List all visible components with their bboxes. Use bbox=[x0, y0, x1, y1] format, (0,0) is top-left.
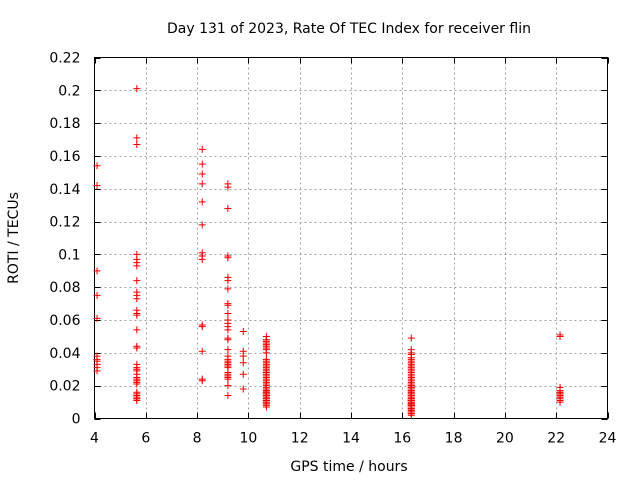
x-tick-label: 6 bbox=[141, 431, 150, 447]
data-point bbox=[93, 291, 101, 299]
y-tick-label: 0.04 bbox=[49, 346, 80, 362]
data-point bbox=[239, 328, 247, 336]
data-point bbox=[224, 204, 232, 212]
data-point bbox=[239, 352, 247, 360]
y-tick-label: 0.18 bbox=[49, 116, 80, 132]
data-point bbox=[407, 411, 415, 419]
y-tick-label: 0.2 bbox=[58, 83, 80, 99]
data-point bbox=[239, 359, 247, 367]
data-point bbox=[133, 311, 141, 319]
data-point bbox=[198, 160, 206, 168]
data-point bbox=[133, 85, 141, 93]
data-point bbox=[133, 134, 141, 142]
data-point bbox=[93, 181, 101, 189]
data-point bbox=[93, 267, 101, 275]
data-point bbox=[224, 277, 232, 285]
x-tick-label: 18 bbox=[445, 431, 463, 447]
data-point bbox=[556, 398, 564, 406]
y-tick-label: 0.16 bbox=[49, 149, 80, 165]
data-point bbox=[262, 349, 270, 357]
x-tick-label: 20 bbox=[496, 431, 514, 447]
data-point bbox=[133, 140, 141, 148]
x-tick-label: 24 bbox=[599, 431, 617, 447]
data-point bbox=[407, 334, 415, 342]
x-tick-label: 14 bbox=[342, 431, 360, 447]
x-tick-label: 8 bbox=[193, 431, 202, 447]
data-point bbox=[133, 380, 141, 388]
data-point bbox=[224, 309, 232, 317]
data-point bbox=[224, 375, 232, 383]
data-point bbox=[198, 198, 206, 206]
data-point bbox=[224, 326, 232, 334]
data-point bbox=[224, 301, 232, 309]
y-tick-label: 0.14 bbox=[49, 182, 80, 198]
data-point bbox=[224, 285, 232, 293]
y-tick-label: 0 bbox=[72, 412, 81, 428]
data-point bbox=[93, 367, 101, 375]
data-point bbox=[133, 344, 141, 352]
x-tick-label: 22 bbox=[547, 431, 565, 447]
data-point bbox=[198, 347, 206, 355]
data-point bbox=[133, 262, 141, 270]
y-tick-label: 0.1 bbox=[58, 247, 80, 263]
plot-frame bbox=[94, 57, 608, 419]
data-point bbox=[198, 323, 206, 331]
data-point bbox=[224, 346, 232, 354]
data-point bbox=[198, 255, 206, 263]
y-axis-title: ROTI / TECUs bbox=[6, 192, 22, 284]
data-point bbox=[133, 295, 141, 303]
grid-lines bbox=[94, 57, 608, 419]
data-point bbox=[224, 336, 232, 344]
x-tick-label: 12 bbox=[291, 431, 309, 447]
x-axis-title: GPS time / hours bbox=[290, 459, 407, 475]
data-point bbox=[262, 403, 270, 411]
y-tick-label: 0.12 bbox=[49, 215, 80, 231]
data-point bbox=[198, 180, 206, 188]
data-point bbox=[239, 370, 247, 378]
y-tick-label: 0.06 bbox=[49, 313, 80, 329]
data-point bbox=[198, 145, 206, 153]
y-tick-label: 0.08 bbox=[49, 280, 80, 296]
data-point bbox=[198, 170, 206, 178]
data-point bbox=[239, 385, 247, 393]
data-point bbox=[133, 396, 141, 404]
data-point bbox=[224, 392, 232, 400]
data-point bbox=[93, 162, 101, 170]
x-tick-label: 10 bbox=[239, 431, 257, 447]
data-point bbox=[198, 377, 206, 385]
data-point bbox=[556, 332, 564, 340]
chart-title: Day 131 of 2023, Rate Of TEC Index for r… bbox=[167, 21, 531, 37]
data-point bbox=[93, 314, 101, 322]
y-tick-label: 0.02 bbox=[49, 379, 80, 395]
x-tick-label: 16 bbox=[393, 431, 411, 447]
x-tick-label: 4 bbox=[90, 431, 99, 447]
axis-ticks bbox=[94, 57, 609, 420]
data-point bbox=[133, 277, 141, 285]
data-point bbox=[198, 221, 206, 229]
x-tick-labels: 4 6 8 10 12 14 16 18 20 22 24 bbox=[90, 431, 616, 447]
data-point bbox=[224, 183, 232, 191]
data-point bbox=[133, 326, 141, 334]
data-points bbox=[93, 85, 564, 419]
y-tick-label: 0.22 bbox=[49, 51, 80, 67]
data-point bbox=[224, 382, 232, 390]
y-tick-labels: 0 0.02 0.04 0.06 0.08 0.1 0.12 0.14 0.16 0.18 0.2 0… bbox=[49, 51, 80, 428]
data-point bbox=[224, 254, 232, 262]
